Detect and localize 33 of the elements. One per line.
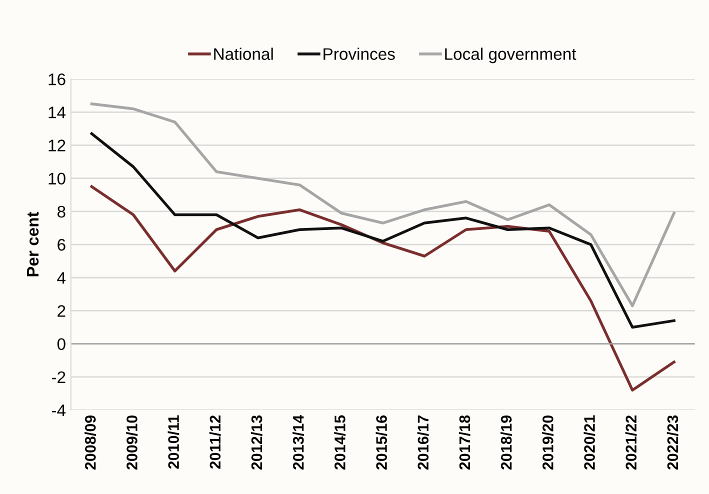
x-tick-label: 2014/15 <box>334 415 346 470</box>
y-tick-label: 6 <box>58 238 66 251</box>
y-axis-title: Per cent <box>27 212 39 276</box>
x-tick-label: 2015/16 <box>376 415 388 470</box>
x-tick-label: 2020/21 <box>584 415 596 470</box>
y-tick-label: 12 <box>48 140 66 152</box>
line-series <box>90 185 676 392</box>
y-tick-label: 16 <box>48 73 66 86</box>
y-tick-label: -4 <box>52 404 66 416</box>
x-tick-label: 2009/10 <box>126 416 138 470</box>
y-tick-label: 10 <box>48 172 66 185</box>
y-tick-label: -2 <box>52 371 66 383</box>
x-tick-label: 2017/18 <box>458 415 470 470</box>
x-tick-label: 2013/14 <box>292 414 304 470</box>
legend-label: Local government <box>445 48 576 64</box>
y-tick-label: 8 <box>57 206 66 218</box>
x-tick-label: 2012/13 <box>250 415 262 470</box>
x-tick-label: 2019/20 <box>542 416 554 470</box>
x-tick-label: 2010/11 <box>168 415 180 469</box>
y-tick-label: 2 <box>58 305 66 317</box>
x-tick-label: 2022/23 <box>666 415 678 470</box>
y-tick-label: 4 <box>57 272 66 284</box>
legend-label: Provinces <box>324 48 395 60</box>
x-tick-label: 2016/17 <box>417 416 429 470</box>
legend-label: National <box>214 48 273 60</box>
x-tick-label: 2008/09 <box>84 415 96 470</box>
y-tick-label: 14 <box>48 106 66 118</box>
x-tick-label: 2018/19 <box>500 415 512 470</box>
x-tick-label: 2021/22 <box>625 415 637 470</box>
x-tick-label: 2011/12 <box>209 415 221 469</box>
y-tick-label: 0 <box>57 338 66 350</box>
line-series <box>90 102 676 308</box>
line-series <box>90 132 676 329</box>
